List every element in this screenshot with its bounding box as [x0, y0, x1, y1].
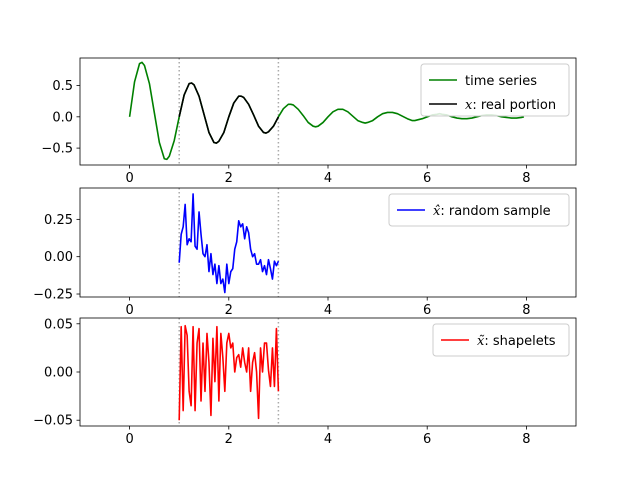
y-tick-label: −0.25	[33, 288, 73, 303]
x-tick-label: 6	[423, 303, 431, 318]
y-tick-label: 0.25	[44, 213, 73, 228]
x-tick-label: 0	[125, 432, 133, 447]
legend-label: x: real portion	[465, 98, 556, 113]
legend: x̂: random sample	[388, 193, 570, 227]
y-tick-label: 0.00	[44, 366, 73, 381]
legend-box	[432, 323, 570, 357]
x-tick-label: 8	[522, 303, 530, 318]
axes-2: 0 2 4 6 8 −0.25 0.00 0.25 x̂: random sample	[33, 187, 577, 318]
x-tick-label: 4	[324, 303, 332, 318]
legend-box	[388, 193, 570, 227]
x-tick-label: 2	[225, 303, 233, 318]
y-tick-label: 0.00	[44, 250, 73, 265]
y-tick-label: 0.05	[44, 317, 73, 332]
x-tick-label: 2	[225, 432, 233, 447]
x-tick-label: 4	[324, 171, 332, 186]
series-line-2	[178, 82, 280, 144]
x-tick-label: 8	[522, 171, 530, 186]
legend: time series x: real portion	[420, 63, 570, 117]
x-tick-label: 0	[125, 171, 133, 186]
x-tick-label: 0	[125, 303, 133, 318]
legend: x̃: shapelets	[432, 323, 570, 357]
y-tick-label: −0.5	[41, 142, 73, 157]
series-line-1	[178, 324, 280, 421]
legend-label: x̂: random sample	[433, 204, 551, 219]
axes-1: 0 2 4 6 8 −0.5 0.0 0.5 time series x: real portio…	[41, 57, 577, 186]
series-line-1	[178, 193, 280, 294]
x-tick-label: 6	[423, 432, 431, 447]
legend-label: time series	[465, 74, 537, 89]
legend-label: x̃: shapelets	[477, 334, 556, 349]
y-tick-label: 0.5	[52, 79, 73, 94]
x-tick-label: 2	[225, 171, 233, 186]
legend-box	[420, 63, 570, 117]
x-tick-label: 4	[324, 432, 332, 447]
axes-3: 0 2 4 6 8 −0.05 0.00 0.05 x̃: shapelets	[33, 317, 577, 447]
y-tick-label: 0.0	[52, 110, 73, 125]
x-tick-label: 6	[423, 171, 431, 186]
x-tick-label: 8	[522, 432, 530, 447]
y-tick-label: −0.05	[33, 414, 73, 429]
